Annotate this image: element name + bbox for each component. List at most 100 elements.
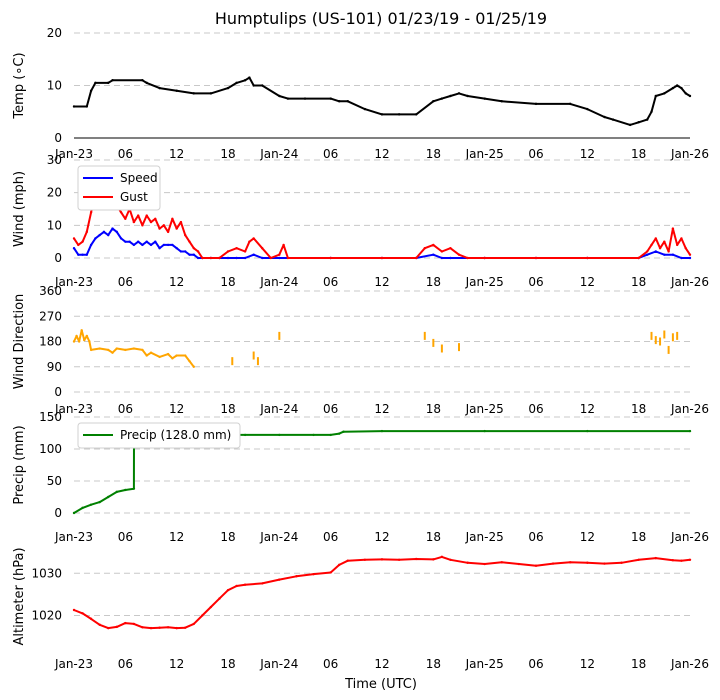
- data-point: [449, 256, 452, 260]
- data-point: [286, 256, 290, 260]
- y-axis-label: Altimeter (hPa): [12, 547, 27, 645]
- data-point: [380, 558, 384, 561]
- x-tick-label: Jan-25: [465, 657, 504, 671]
- y-tick-label: 360: [39, 284, 62, 298]
- legend: Precip (128.0 mm): [77, 422, 241, 449]
- data-point: [115, 347, 118, 350]
- y-tick-label: 270: [39, 309, 62, 323]
- data-point: [184, 250, 187, 253]
- data-point: [449, 94, 452, 98]
- data-point: [192, 92, 195, 95]
- data-point: [158, 227, 161, 230]
- data-point: [483, 256, 486, 260]
- data-point: [500, 561, 503, 564]
- data-point: [688, 256, 692, 260]
- data-point: [440, 256, 444, 260]
- x-tick-label: 12: [374, 275, 389, 289]
- data-point: [483, 429, 486, 433]
- x-tick-label: 18: [426, 657, 441, 671]
- data-point: [243, 433, 247, 437]
- data-point: [329, 433, 332, 437]
- data-point: [303, 97, 307, 100]
- data-point: [124, 621, 127, 625]
- data-point: [94, 81, 97, 85]
- panel-wind: 0 10 20 30 Jan-23 06 12 18 Jan-24 06 12 18 Jan-25 06 1…: [12, 153, 709, 289]
- data-point: [569, 561, 572, 564]
- y-tick-label: 90: [47, 360, 62, 374]
- data-point: [688, 429, 692, 433]
- data-point: [184, 354, 187, 357]
- data-point: [141, 79, 144, 82]
- data-point: [646, 118, 649, 121]
- data-point: [132, 220, 136, 224]
- x-tick-label: Jan-26: [670, 275, 709, 289]
- data-point: [415, 113, 418, 116]
- x-tick-label: Jan-24: [259, 402, 298, 416]
- data-point: [111, 79, 114, 82]
- y-tick-label: 1020: [31, 608, 62, 622]
- data-point: [201, 256, 204, 260]
- data-point: [80, 329, 83, 332]
- data-point: [124, 240, 127, 243]
- data-point: [457, 92, 461, 95]
- data-point: [684, 247, 687, 250]
- data-point: [483, 97, 486, 100]
- x-tick-label: 06: [118, 275, 133, 289]
- data-point: [440, 555, 444, 559]
- x-tick-label: 12: [580, 530, 595, 544]
- data-point: [162, 224, 166, 227]
- data-point: [278, 578, 281, 581]
- data-point: [107, 626, 110, 630]
- panel-precip: 0 50 100 150 Jan-23 06 12 18 Jan-24 06 12 18 Jan-25 0…: [12, 410, 709, 544]
- legend-box: [77, 422, 241, 449]
- x-tick-label: Jan-25: [465, 275, 504, 289]
- data-point: [188, 253, 191, 256]
- data-point: [85, 105, 89, 108]
- data-point: [252, 237, 255, 240]
- y-tick-label: 0: [54, 506, 62, 520]
- data-point: [261, 582, 264, 585]
- x-tick-label: 18: [220, 147, 235, 161]
- x-tick-label: 06: [323, 402, 338, 416]
- data-point: [128, 240, 131, 243]
- data-point: [569, 102, 572, 106]
- data-point: [397, 558, 401, 562]
- data-point: [675, 84, 679, 87]
- legend: Speed Gust: [77, 165, 161, 211]
- x-tick-label: Jan-25: [465, 147, 504, 161]
- x-tick-label: 18: [426, 147, 441, 161]
- data-point: [149, 626, 153, 630]
- series-line-altimeter: [73, 555, 691, 630]
- data-point: [158, 355, 161, 359]
- data-point: [680, 86, 683, 90]
- x-tick-label: Jan-23: [54, 275, 93, 289]
- data-point: [611, 118, 615, 121]
- data-point: [175, 626, 178, 630]
- data-point: [107, 348, 110, 352]
- data-point: [650, 243, 653, 247]
- data-point: [136, 240, 140, 243]
- data-point: [466, 94, 469, 98]
- data-point: [94, 237, 97, 240]
- x-tick-label: Jan-26: [670, 147, 709, 161]
- data-point: [192, 622, 195, 626]
- data-point: [646, 250, 649, 253]
- x-axis-label: Time (UTC): [344, 677, 417, 692]
- x-tick-label: 18: [631, 402, 646, 416]
- data-point: [171, 243, 174, 247]
- y-tick-label: 180: [39, 335, 62, 349]
- data-point: [115, 625, 118, 629]
- data-point: [380, 429, 384, 433]
- data-point: [342, 430, 345, 433]
- x-tick-label: 12: [374, 657, 389, 671]
- data-point: [89, 243, 93, 247]
- data-point: [312, 433, 315, 437]
- y-tick-label: 30: [47, 153, 62, 167]
- data-point: [196, 256, 200, 260]
- data-point: [667, 250, 670, 253]
- legend-entry: Precip (128.0 mm): [120, 428, 231, 442]
- y-tick-label: 20: [47, 26, 62, 40]
- data-point: [654, 556, 657, 560]
- data-point: [650, 110, 653, 113]
